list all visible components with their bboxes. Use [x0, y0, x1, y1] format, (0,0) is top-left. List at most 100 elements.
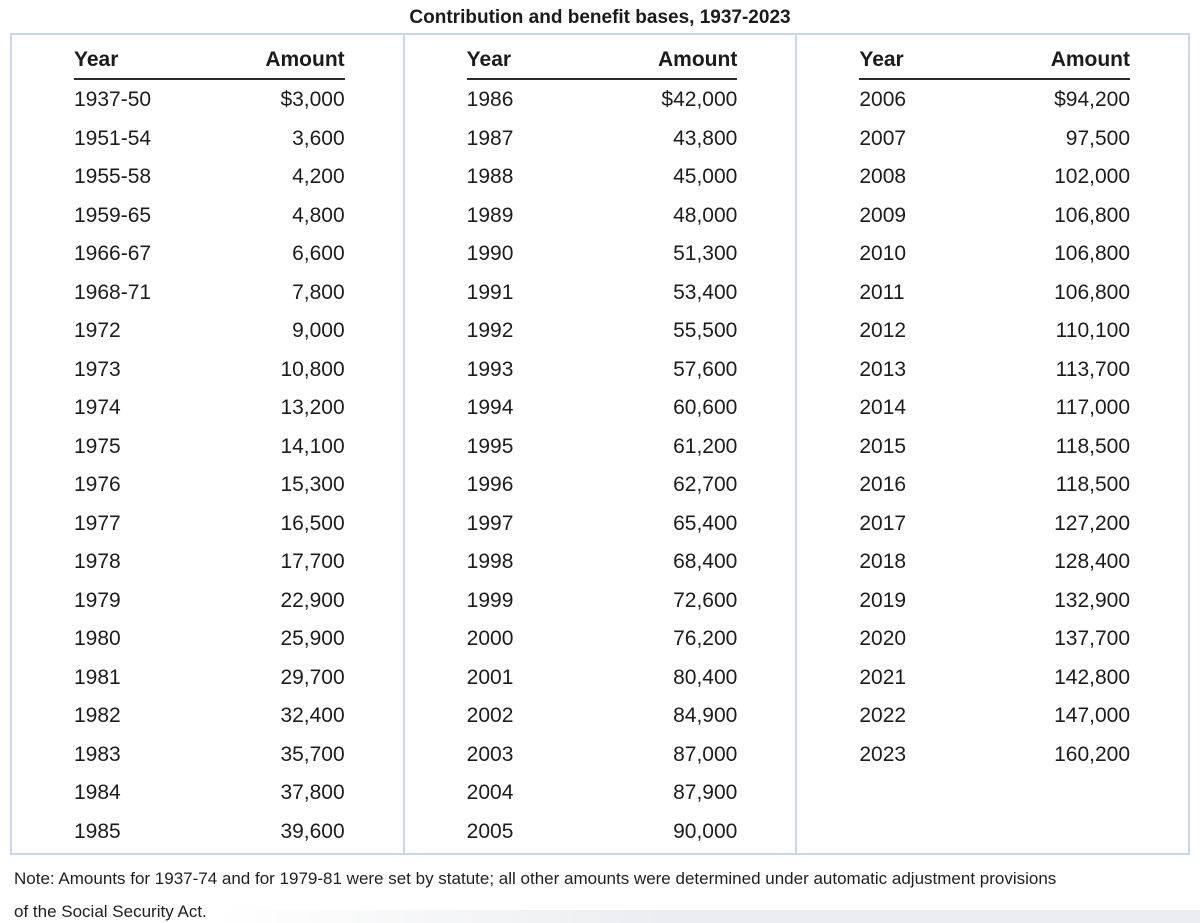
rows: 2006 $94,200 2007 97,500 2008 102,000 2009 106,…: [859, 81, 1130, 774]
year-cell: 1973: [74, 357, 121, 381]
table-row: 2011 106,800: [859, 274, 1130, 313]
table-row: 2023 160,200: [859, 736, 1130, 775]
table-row: 1997 65,400: [467, 505, 738, 544]
table-row: 1981 29,700: [74, 659, 345, 698]
table-row: 1975 14,100: [74, 428, 345, 467]
year-cell: 1968-71: [74, 280, 152, 304]
year-cell: 2017: [859, 511, 907, 535]
year-cell: 1979: [74, 588, 121, 612]
year-cell: 2022: [859, 704, 907, 728]
year-cell: 2008: [859, 165, 907, 189]
year-cell: 2007: [859, 126, 907, 150]
year-cell: 1993: [466, 357, 514, 381]
amount-cell: 48,000: [673, 203, 738, 227]
year-cell: 1975: [74, 434, 121, 458]
table-row: 1985 39,600: [74, 813, 345, 852]
year-cell: 2003: [466, 742, 514, 766]
amount-cell: 4,200: [292, 165, 345, 189]
amount-cell: 113,700: [1055, 357, 1131, 381]
table-row: 1978 17,700: [74, 543, 345, 582]
year-cell: 2016: [859, 473, 907, 497]
year-cell: 1980: [74, 627, 121, 651]
year-cell: 1982: [74, 704, 121, 728]
amount-cell: $42,000: [661, 88, 738, 112]
amount-cell: 160,200: [1054, 742, 1131, 766]
table-row: 1955-58 4,200: [74, 158, 345, 197]
table-row: 1976 15,300: [74, 466, 345, 505]
table-row: 1968-71 7,800: [74, 274, 345, 313]
note-line-2: of the Social Security Act.: [14, 902, 207, 921]
table-row: 2009 106,800: [859, 197, 1130, 236]
table-row: 1994 60,600: [467, 389, 738, 428]
year-cell: 1997: [466, 511, 514, 535]
amount-cell: 4,800: [292, 203, 345, 227]
table-row: 2016 118,500: [859, 466, 1130, 505]
amount-column-header: Amount: [1050, 48, 1131, 71]
amount-cell: 84,900: [673, 704, 738, 728]
year-cell: 1981: [74, 665, 121, 689]
amount-cell: 7,800: [292, 280, 345, 304]
year-cell: 1972: [74, 319, 121, 343]
year-column-header: Year: [859, 48, 904, 71]
amount-cell: 45,000: [673, 165, 738, 189]
amount-cell: 53,400: [673, 280, 738, 304]
amount-cell: 68,400: [673, 550, 738, 574]
table-row: 1989 48,000: [467, 197, 738, 236]
year-cell: 1984: [74, 781, 121, 805]
table-row: 1959-65 4,800: [74, 197, 345, 236]
amount-cell: 55,500: [673, 319, 738, 343]
year-cell: 1937-50: [74, 88, 152, 112]
table-note: Note: Amounts for 1937-74 and for 1979-8…: [14, 862, 1190, 923]
amount-cell: 57,600: [673, 357, 738, 381]
amount-cell: 106,800: [1054, 280, 1131, 304]
amount-cell: 37,800: [280, 781, 345, 805]
table-row: 1988 45,000: [467, 158, 738, 197]
year-cell: 1966-67: [74, 242, 152, 266]
year-cell: 2012: [859, 319, 907, 343]
table-row: 2010 106,800: [859, 235, 1130, 274]
year-cell: 1996: [466, 473, 514, 497]
amount-cell: 15,300: [280, 473, 345, 497]
table-row: 1980 25,900: [74, 620, 345, 659]
year-column-header: Year: [74, 48, 119, 71]
amount-cell: 76,200: [673, 627, 738, 651]
table-row: 2019 132,900: [859, 582, 1130, 621]
amount-cell: 87,900: [673, 781, 738, 805]
table-row: 1951-54 3,600: [74, 120, 345, 159]
year-cell: 1991: [466, 280, 514, 304]
year-cell: 1983: [74, 742, 121, 766]
amount-cell: 16,500: [280, 511, 345, 535]
amount-cell: 118,500: [1055, 473, 1131, 497]
table-row: 2013 113,700: [859, 351, 1130, 390]
year-cell: 1985: [74, 819, 121, 843]
year-cell: 1995: [466, 434, 514, 458]
amount-cell: 14,100: [280, 434, 345, 458]
table-row: 1986 $42,000: [467, 81, 738, 120]
year-cell: 2004: [466, 781, 514, 805]
year-cell: 2013: [859, 357, 907, 381]
amount-cell: 142,800: [1054, 665, 1131, 689]
table-row: 1999 72,600: [467, 582, 738, 621]
amount-cell: 60,600: [673, 396, 738, 420]
year-cell: 1955-58: [74, 165, 152, 189]
amount-cell: $94,200: [1054, 88, 1131, 112]
column-header-row: Year Amount: [74, 47, 345, 73]
table-row: 1974 13,200: [74, 389, 345, 428]
year-cell: 1998: [466, 550, 514, 574]
amount-column-header: Amount: [265, 48, 345, 71]
amount-cell: 9,000: [292, 319, 345, 343]
year-cell: 1977: [74, 511, 121, 535]
year-cell: 2021: [859, 665, 907, 689]
amount-cell: 6,600: [292, 242, 345, 266]
year-cell: 2014: [859, 396, 907, 420]
amount-cell: 97,500: [1065, 126, 1131, 150]
amount-cell: 137,700: [1054, 627, 1131, 651]
header-underline: [859, 78, 1131, 80]
amount-cell: 43,800: [673, 126, 738, 150]
page-title: Contribution and benefit bases, 1937-202…: [409, 7, 791, 28]
amount-cell: $3,000: [280, 88, 345, 112]
column-header-row: Year Amount: [859, 47, 1130, 73]
year-cell: 1959-65: [74, 203, 152, 227]
table-row: 1995 61,200: [467, 428, 738, 467]
year-cell: 1992: [466, 319, 514, 343]
